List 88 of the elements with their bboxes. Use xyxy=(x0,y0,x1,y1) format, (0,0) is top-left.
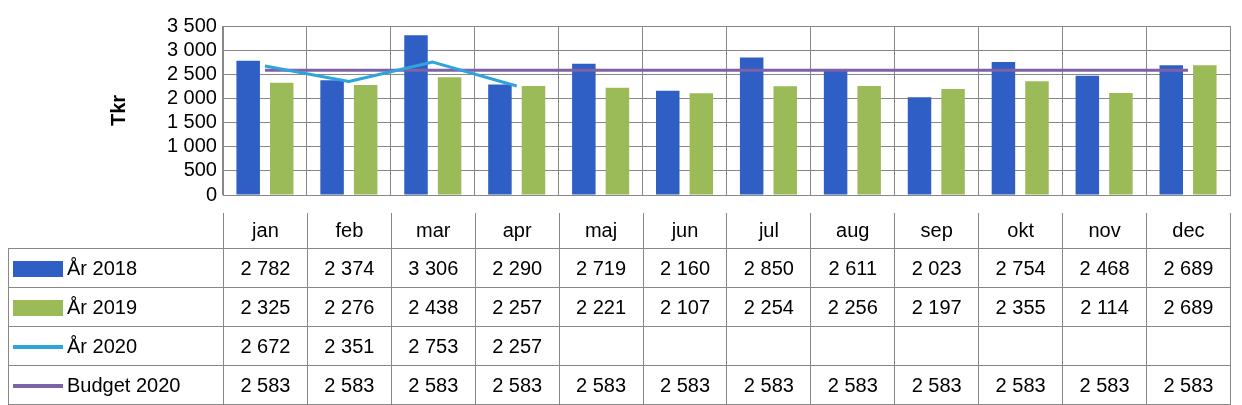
y-tick-label: 0 xyxy=(205,182,217,205)
data-label: 2 583 xyxy=(559,365,644,405)
bar xyxy=(437,77,462,195)
data-label: 2 023 xyxy=(894,248,979,288)
data-label: 2 583 xyxy=(475,365,560,405)
data-label: 2 257 xyxy=(475,326,560,366)
data-label: 2 689 xyxy=(1146,248,1231,288)
data-label: 2 782 xyxy=(223,248,308,288)
y-axis-title: Tkr xyxy=(106,94,129,127)
data-label: 2 719 xyxy=(559,248,644,288)
bar xyxy=(1159,65,1184,195)
data-label: 2 197 xyxy=(894,287,979,327)
data-label: 2 438 xyxy=(391,287,476,327)
bar xyxy=(1025,81,1049,195)
data-label: 2 583 xyxy=(894,365,979,405)
data-label: 2 850 xyxy=(726,248,811,288)
data-label: 2 583 xyxy=(1062,365,1147,405)
bar xyxy=(572,63,596,195)
data-label: 2 583 xyxy=(307,365,392,405)
x-tick-label: nov xyxy=(1062,213,1147,249)
y-tick-label: 2 000 xyxy=(166,85,217,108)
data-label: 2 160 xyxy=(643,248,727,288)
legend-label: År 2018 xyxy=(67,256,138,279)
data-label: 2 611 xyxy=(810,248,895,288)
x-tick-label: apr xyxy=(475,213,560,249)
x-tick-label: sep xyxy=(894,213,979,249)
bar xyxy=(353,85,378,195)
data-label: 2 374 xyxy=(307,248,392,288)
data-label: 2 689 xyxy=(1146,287,1231,327)
x-tick-label: feb xyxy=(307,213,392,249)
data-label: 2 290 xyxy=(475,248,560,288)
bar xyxy=(739,57,764,195)
bar xyxy=(488,84,512,195)
bar xyxy=(991,62,1016,195)
x-tick-label: maj xyxy=(559,213,644,249)
bar xyxy=(605,87,630,195)
data-label: 2 583 xyxy=(726,365,811,405)
y-tick-label: 2 500 xyxy=(166,61,217,84)
data-label: 2 583 xyxy=(978,365,1063,405)
data-label: 2 583 xyxy=(391,365,476,405)
x-tick-label: mar xyxy=(391,213,476,249)
bar xyxy=(521,86,546,195)
legend-label: År 2020 xyxy=(67,334,138,357)
x-tick-label: jul xyxy=(726,213,811,249)
data-label: 2 355 xyxy=(978,287,1063,327)
data-label: 2 221 xyxy=(559,287,644,327)
y-tick-label: 1 000 xyxy=(166,134,217,157)
x-tick-label: jun xyxy=(643,213,727,249)
legend-label: År 2019 xyxy=(67,295,138,318)
y-tick-label: 3 500 xyxy=(166,13,217,36)
legend-label: Budget 2020 xyxy=(67,373,181,396)
bar xyxy=(857,86,881,195)
bar xyxy=(773,86,797,195)
data-label: 2 114 xyxy=(1062,287,1147,327)
bar xyxy=(907,97,932,195)
data-label: 2 351 xyxy=(307,326,392,366)
bar xyxy=(269,82,294,195)
x-tick-label: dec xyxy=(1146,213,1231,249)
data-label: 2 583 xyxy=(1146,365,1231,405)
bar xyxy=(689,93,714,195)
data-label: 2 254 xyxy=(726,287,811,327)
y-tick-label: 3 000 xyxy=(166,37,217,60)
data-label: 2 753 xyxy=(391,326,476,366)
bar xyxy=(236,60,260,195)
data-label: 2 583 xyxy=(810,365,895,405)
data-label: 2 107 xyxy=(643,287,727,327)
data-label: 3 306 xyxy=(391,248,476,288)
data-label: 2 256 xyxy=(810,287,895,327)
data-label: 2 276 xyxy=(307,287,392,327)
bar xyxy=(1109,92,1133,195)
bar xyxy=(941,88,965,195)
data-label: 2 672 xyxy=(223,326,308,366)
bar xyxy=(1075,75,1100,195)
bar xyxy=(320,80,344,195)
x-tick-label: okt xyxy=(978,213,1063,249)
bar xyxy=(1193,65,1217,195)
y-tick-label: 1 500 xyxy=(166,110,217,133)
data-label: 2 257 xyxy=(475,287,560,327)
data-label: 2 583 xyxy=(223,365,308,405)
data-label: 2 325 xyxy=(223,287,308,327)
y-tick-label: 500 xyxy=(183,158,217,181)
x-tick-label: jan xyxy=(223,213,308,249)
data-label: 2 754 xyxy=(978,248,1063,288)
data-label: 2 468 xyxy=(1062,248,1147,288)
x-tick-label: aug xyxy=(810,213,895,249)
bar xyxy=(656,90,680,195)
data-label: 2 583 xyxy=(643,365,727,405)
bar xyxy=(404,35,428,195)
